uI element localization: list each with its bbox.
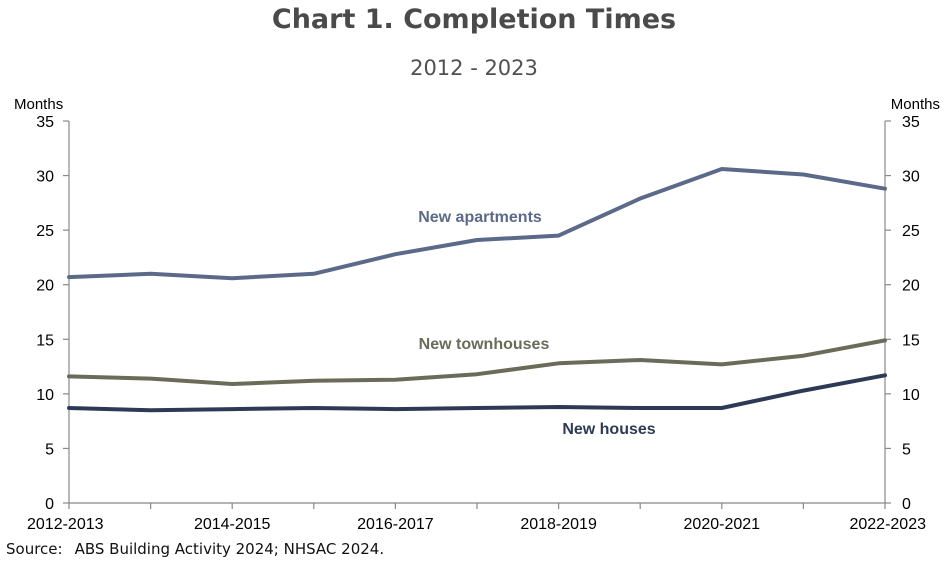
y-tick-label-right: 35 <box>902 114 920 131</box>
x-tick-label: 2020-2021 <box>684 516 761 533</box>
series-label-new-houses: New houses <box>562 421 655 438</box>
y-tick-label-right: 0 <box>902 496 911 513</box>
chart-title: Chart 1. Completion Times <box>271 4 677 35</box>
series-line-new-apartments <box>67 167 887 281</box>
y-tick-label-right: 15 <box>902 332 920 349</box>
source-note: Source: ABS Building Activity 2024; NHSAC… <box>6 540 384 558</box>
y-tick-label-left: 5 <box>45 441 54 458</box>
y-tick-label-left: 10 <box>36 387 54 404</box>
y-tick-label-right: 25 <box>902 223 920 240</box>
chart-axes: Months Months 0 0 5 5 10 10 15 15 20 20 25 25 30 30 35 35… <box>14 96 940 533</box>
series-label-new-townhouses: New townhouses <box>419 336 550 353</box>
y-tick-label-left: 15 <box>36 332 54 349</box>
y-tick-label-right: 10 <box>902 387 920 404</box>
series-label-new-apartments: New apartments <box>418 209 542 226</box>
chart-series <box>67 167 887 413</box>
source-label: Source: <box>6 540 63 558</box>
x-tick-label: 2016-2017 <box>357 516 434 533</box>
y-tick-label-right: 20 <box>902 278 920 295</box>
chart-series-labels: New apartments New townhouses New houses <box>418 209 656 438</box>
chart-subtitle: 2012 - 2023 <box>410 56 538 80</box>
y-tick-label-left: 25 <box>36 223 54 240</box>
y-tick-label-left: 20 <box>36 278 54 295</box>
y-tick-label-left: 30 <box>36 169 54 186</box>
y-tick-label-left: 35 <box>36 114 54 131</box>
x-tick-label: 2022-2023 <box>849 516 926 533</box>
x-tick-label: 2018-2019 <box>520 516 597 533</box>
y-axis-unit-right: Months <box>891 96 940 113</box>
y-tick-label-right: 5 <box>902 441 911 458</box>
y-tick-label-right: 30 <box>902 169 920 186</box>
x-tick-label: 2012-2013 <box>27 516 104 533</box>
y-tick-label-left: 0 <box>45 496 54 513</box>
series-line-new-townhouses <box>67 338 887 386</box>
source-text: ABS Building Activity 2024; NHSAC 2024. <box>74 540 385 558</box>
x-tick-label: 2014-2015 <box>194 516 271 533</box>
series-line-new-houses <box>67 373 887 413</box>
y-axis-unit-left: Months <box>14 96 63 113</box>
